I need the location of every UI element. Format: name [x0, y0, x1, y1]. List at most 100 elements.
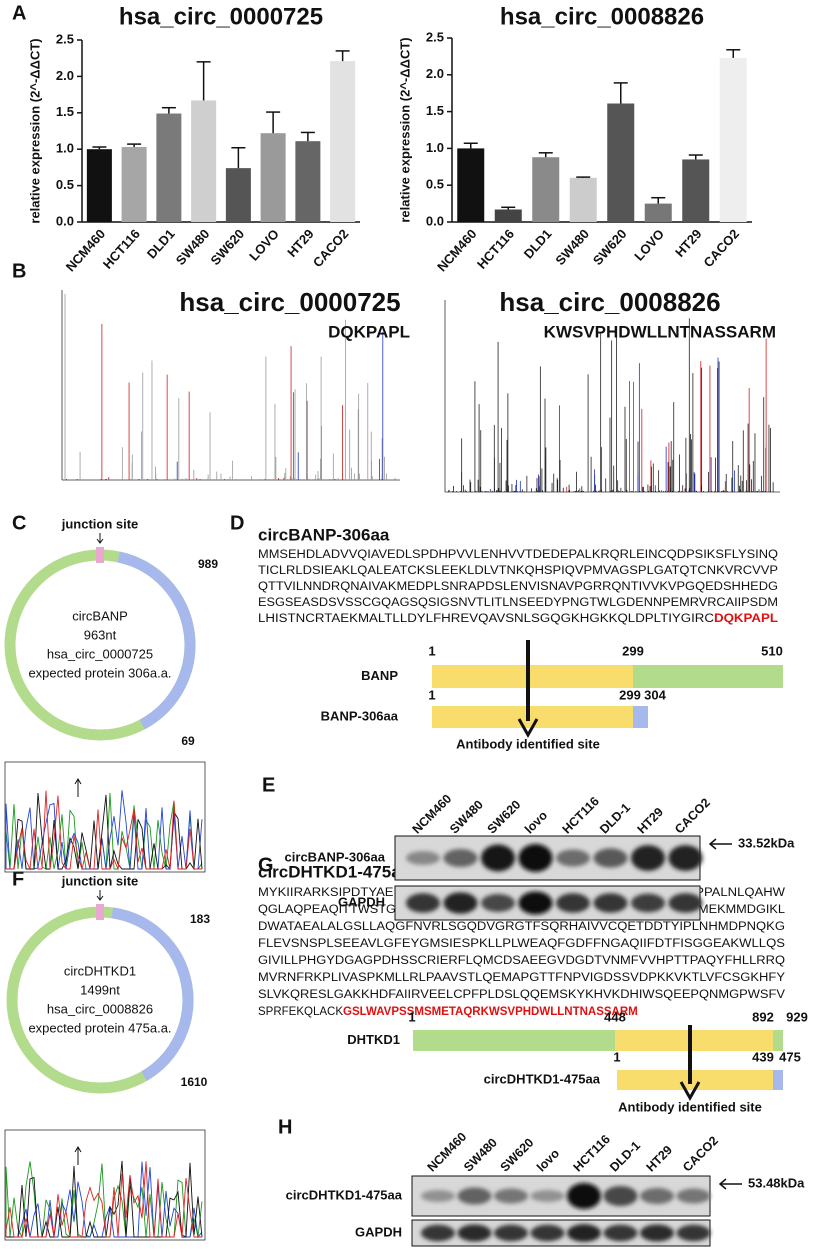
panel-letter: F: [12, 868, 24, 890]
site-number: 989: [198, 557, 218, 571]
panel-letter: E: [262, 774, 275, 796]
junction-marker: [96, 547, 104, 563]
lane-label: HT29: [635, 805, 667, 837]
error-bar: [266, 111, 281, 134]
sequence-title: circBANP-306aa: [258, 525, 390, 544]
antibody-arrowhead: [679, 1081, 701, 1102]
sequence-line: LHISTNCRTAEKMALTLLDYLFHREVQAVSNLSGQGKHGK…: [258, 613, 778, 625]
y-tick-label: 2.0: [56, 68, 74, 83]
sequence-line: TICLRLDSIEAKLQALEATCKSLEEKLDLVTNKQHSPIQV…: [258, 565, 778, 577]
bar: [607, 103, 635, 222]
blot-band: [421, 1224, 455, 1242]
blot-row-label: GAPDH: [338, 894, 385, 909]
blot-band: [518, 891, 553, 915]
spectrum-title: hsa_circ_0008826: [499, 287, 720, 317]
bar: [682, 159, 710, 222]
blot-band: [640, 1224, 674, 1242]
blot-band: [676, 1188, 711, 1204]
lane-label: SW480: [447, 798, 486, 837]
antibody-label: Antibody identified site: [456, 736, 600, 751]
y-axis-label: relative expression (2^-ΔΔCT): [397, 37, 412, 222]
bar: [121, 147, 147, 222]
residue-number: 1: [408, 1009, 415, 1024]
blot-band: [668, 845, 703, 871]
antibody-label: Antibody identified site: [618, 1099, 762, 1114]
lane-label: NCM460: [410, 792, 455, 837]
site-number: 183: [190, 912, 210, 926]
y-tick-label: 1.0: [56, 141, 74, 156]
sequence-line: FLEVSNSPLSEEAVLGFEYGMSIESPKLLPLWEAQFGDFF…: [258, 938, 785, 950]
x-tick-label: DLD1: [521, 226, 555, 261]
junction-label: junction site: [61, 873, 139, 888]
blot-band: [530, 1190, 565, 1202]
chromatogram-trace: [5, 1161, 202, 1238]
panel-letter: C: [12, 512, 26, 534]
chromatogram-trace: [6, 792, 203, 871]
chromatogram-frame: [4, 1129, 206, 1241]
bar: [644, 203, 672, 222]
blot-band: [421, 1190, 455, 1202]
bar: [532, 157, 560, 222]
blot-band: [443, 848, 478, 868]
chromatogram-trace: [5, 790, 203, 870]
panel-letter: D: [230, 512, 244, 534]
x-tick-label: DLD1: [144, 226, 178, 261]
bar: [86, 149, 112, 222]
blot-row-label: circBANP-306aa: [285, 849, 386, 864]
band-size: 33.52kDa: [738, 835, 795, 850]
residue-number: 510: [761, 643, 783, 658]
blot-band: [457, 1187, 492, 1205]
blot-band: [567, 1183, 601, 1209]
y-tick-label: 1.5: [56, 104, 74, 119]
protein-name: BANP: [361, 668, 398, 683]
error-bar: [501, 206, 516, 210]
error-bar: [651, 196, 666, 204]
bar: [191, 100, 217, 222]
sequence-line: GIVILLPHGYDGAGPDHSSCRIERFLQMCDSAEEGVDGDT…: [258, 955, 785, 967]
y-tick-label: 1.0: [426, 140, 444, 155]
blot-band: [631, 845, 665, 871]
site-number: 69: [181, 734, 195, 748]
blot-band: [494, 1224, 528, 1242]
chromatogram-trace: [6, 1161, 203, 1239]
panel-letter: B: [12, 260, 26, 282]
domain-segment: [633, 665, 783, 688]
bar: [156, 113, 182, 222]
size-arrow: [718, 1178, 742, 1190]
lane-label: SW620: [485, 798, 524, 837]
antibody-arrowhead: [517, 718, 539, 739]
sequence-line: QTTVILNNDRQNAIVAKMEDPLSNRAPDSLENVISNAVPG…: [258, 581, 778, 593]
y-tick-label: 0.5: [426, 177, 444, 192]
blot-band: [518, 844, 553, 872]
lane-label: HT29: [644, 1143, 676, 1175]
junction-label: junction site: [61, 516, 139, 531]
sequence-line: DWATAEALALGSLLAQGFNVRLSGQDVGRGTFSQRHAIVV…: [258, 921, 785, 933]
circ-info: 1499nt: [80, 982, 120, 997]
site-number: 1610: [181, 1075, 208, 1089]
y-tick-label: 0.0: [426, 213, 444, 228]
circ-info: circBANP: [72, 608, 128, 623]
error-bar: [538, 152, 553, 158]
chart-title: hsa_circ_0000725: [119, 3, 323, 30]
circ-info: hsa_circ_0000725: [47, 646, 153, 661]
panel-letter: G: [258, 854, 274, 876]
residue-number: 1: [613, 1049, 620, 1064]
error-bar: [196, 61, 211, 101]
error-bar: [127, 143, 142, 148]
size-arrow: [708, 838, 732, 850]
error-bar: [463, 142, 478, 149]
y-tick-label: 1.5: [426, 103, 444, 118]
x-tick-label: CACO2: [310, 226, 352, 270]
y-tick-label: 2.5: [426, 29, 444, 44]
x-tick-label: SW620: [207, 226, 247, 268]
blot-band: [593, 893, 628, 913]
circ-info: expected protein 475a.a.: [28, 1020, 171, 1035]
residue-number: 299: [622, 643, 644, 658]
panel-letter: A: [12, 2, 26, 24]
band-size: 53.48kDa: [748, 1175, 805, 1190]
blot-band: [530, 1224, 565, 1242]
residue-number: 1: [428, 687, 435, 702]
sequence-line: SLVKQRESLGAKKHDFAIIRVEELCPFPLDSLQQEMSKYK…: [258, 989, 785, 1001]
blot-band: [603, 1224, 638, 1242]
